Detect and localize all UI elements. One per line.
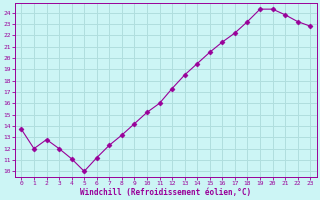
X-axis label: Windchill (Refroidissement éolien,°C): Windchill (Refroidissement éolien,°C) xyxy=(80,188,252,197)
